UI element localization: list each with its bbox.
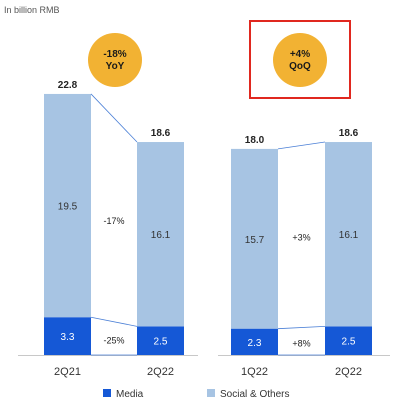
- yoy-badge-circle: [88, 33, 142, 87]
- change-social-others-yoy: -17%: [103, 216, 124, 226]
- chart-marks: 3.3 19.5 22.8 2Q21 2.5 16.1 18.6 2Q22 -17% -25% 2.…: [18, 80, 390, 378]
- bar-social-others-2-1q22: [231, 148, 278, 329]
- label-social-others-1-2q21: 19.5: [58, 202, 78, 213]
- label-social-others-1-2q22: 16.1: [151, 230, 171, 241]
- change-media-yoy: -25%: [103, 335, 124, 345]
- category-label-2-1q22: 1Q22: [241, 366, 268, 378]
- category-label-1-2q21: 2Q21: [54, 366, 81, 378]
- connector-mid-1: [90, 316, 138, 327]
- label-social-others-2-1q22: 15.7: [245, 235, 265, 246]
- yoy-badge-value: -18%: [103, 49, 126, 60]
- change-media-qoq: +8%: [292, 338, 310, 348]
- connector-top-2: [277, 141, 326, 150]
- bar-social-others-2-2q22: [325, 142, 372, 327]
- qoq-badge-value: +4%: [290, 49, 310, 60]
- qoq-badge-circle: [273, 33, 327, 87]
- bar-media-1-2q21: [44, 317, 91, 355]
- label-total-1-2q21: 22.8: [58, 80, 78, 91]
- bar-media-2-2q22: [325, 326, 372, 355]
- yoy-badge-label: YoY: [106, 61, 125, 72]
- label-total-2-1q22: 18.0: [245, 135, 265, 146]
- connector-mid-2: [277, 325, 326, 330]
- label-social-others-2-2q22: 16.1: [339, 230, 359, 241]
- qoq-highlight-box: [249, 20, 351, 99]
- legend-swatch-social-others: [207, 389, 215, 397]
- bar-social-others-1-2q22: [137, 142, 184, 327]
- legend-label-social-others: Social & Others: [220, 389, 289, 400]
- category-label-2-2q22: 2Q22: [335, 366, 362, 378]
- category-label-1-2q22: 2Q22: [147, 366, 174, 378]
- label-media-2-2q22: 2.5: [342, 337, 356, 348]
- bar-media-1-2q22: [137, 326, 184, 355]
- label-total-1-2q22: 18.6: [151, 128, 171, 139]
- unit-label: In billion RMB: [4, 5, 60, 15]
- legend-swatch-media: [103, 389, 111, 397]
- label-media-2-1q22: 2.3: [248, 338, 262, 349]
- bar-media-2-1q22: [231, 328, 278, 355]
- change-social-others-qoq: +3%: [292, 232, 310, 242]
- bar-social-others-1-2q21: [44, 93, 91, 318]
- qoq-badge-label: QoQ: [289, 61, 311, 72]
- connector-top-1: [90, 93, 138, 143]
- legend-label-media: Media: [116, 389, 144, 400]
- label-media-1-2q22: 2.5: [154, 337, 168, 348]
- label-total-2-2q22: 18.6: [339, 128, 359, 139]
- label-media-1-2q21: 3.3: [61, 332, 75, 343]
